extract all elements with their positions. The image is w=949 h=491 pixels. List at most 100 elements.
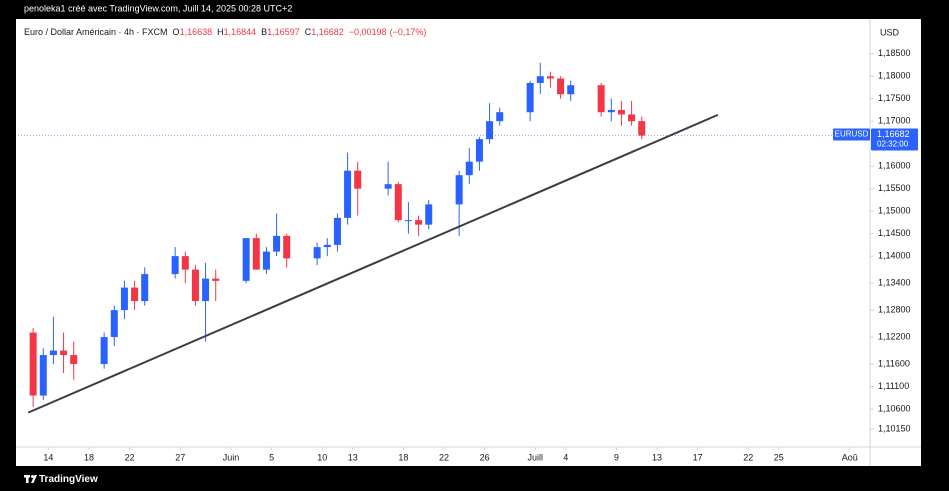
y-tick-label: 1,15500 <box>878 183 911 193</box>
candle-body <box>415 220 423 225</box>
candle-body <box>191 269 199 302</box>
candle-body <box>638 121 646 136</box>
x-tick-label: 9 <box>614 452 619 462</box>
candle-body <box>628 114 636 122</box>
candle-body <box>567 85 575 95</box>
y-tick-label: 1,14000 <box>878 250 911 260</box>
symbol-tag <box>833 128 870 141</box>
y-tick-label: 1,14500 <box>878 228 911 238</box>
x-tick-label: 13 <box>348 452 358 462</box>
y-tick-label: 1,15000 <box>878 206 911 216</box>
candle-body <box>141 274 149 302</box>
x-tick-label: Juin <box>223 452 240 462</box>
x-tick-label: 14 <box>43 452 53 462</box>
candle-body <box>465 161 473 176</box>
y-tick-label: 1,17500 <box>878 93 911 103</box>
change-percent: (−0,17%) <box>390 27 427 37</box>
candle-body <box>384 184 392 189</box>
ohlc-value: 1,16844 <box>224 27 257 37</box>
ohlc-value: 1,16638 <box>180 27 213 37</box>
x-tick-label: 18 <box>84 452 94 462</box>
price-tag <box>871 128 918 151</box>
y-tick-label: 1,10600 <box>878 403 911 413</box>
candle-body <box>120 287 128 311</box>
candle-body <box>181 256 189 270</box>
candle-body <box>262 251 270 270</box>
currency-label: USD <box>880 27 900 37</box>
trend-line <box>27 113 719 414</box>
change-value: −0,00198 <box>349 27 387 37</box>
candle-body <box>344 170 352 218</box>
x-tick-label: Juill <box>528 452 544 462</box>
candle-body <box>70 355 78 365</box>
ohlc-key: H <box>217 27 224 37</box>
candle-body <box>394 184 402 221</box>
x-tick-label: 17 <box>693 452 703 462</box>
candle-body <box>131 287 139 302</box>
x-tick-label: 25 <box>774 452 784 462</box>
candle-body <box>252 238 260 270</box>
x-tick-label: Aoû <box>842 452 858 462</box>
y-tick-label: 1,18000 <box>878 71 911 81</box>
candle-body <box>313 247 321 259</box>
x-tick-label: 4 <box>563 452 568 462</box>
y-tick-label: 1,10150 <box>878 424 911 434</box>
symbol-label: EURUSD <box>835 130 869 139</box>
x-tick-label: 13 <box>652 452 662 462</box>
y-tick-label: 1,11100 <box>878 381 909 391</box>
candle-body <box>60 350 68 356</box>
candle-body <box>39 355 47 396</box>
candle-body <box>425 204 433 225</box>
brand-logo <box>24 475 37 483</box>
candle-body <box>242 238 250 281</box>
candle-body <box>617 109 625 115</box>
candle-body <box>212 278 220 281</box>
candle-body <box>333 217 341 245</box>
candle-body <box>29 332 37 396</box>
candle-body <box>496 112 504 122</box>
x-tick-label: 10 <box>317 452 327 462</box>
y-tick-label: 1,13400 <box>878 277 911 287</box>
candle-body <box>171 256 179 275</box>
ohlc-legend: Euro / Dollar Américain · 4h · FXCM O1,16… <box>24 27 426 37</box>
chart-panel <box>16 19 921 466</box>
x-tick-label: 22 <box>743 452 753 462</box>
ohlc-key: O <box>173 27 180 37</box>
candle-body <box>557 78 565 95</box>
chart-title: Euro / Dollar Américain · 4h · FXCM <box>24 27 168 37</box>
candle-body <box>475 139 483 162</box>
candle-body <box>202 278 210 302</box>
y-tick-label: 1,16000 <box>878 161 911 171</box>
x-tick-label: 5 <box>269 452 274 462</box>
candle-body <box>404 220 412 222</box>
candle-body <box>354 170 362 189</box>
candle-body <box>526 82 534 113</box>
candle-body <box>607 109 615 113</box>
x-tick-label: 27 <box>175 452 185 462</box>
ohlc-value: 1,16597 <box>267 27 300 37</box>
candle-body <box>100 337 108 365</box>
ohlc-key: C <box>305 27 312 37</box>
x-tick-label: 22 <box>439 452 449 462</box>
snapshot-caption: penoleka1 créé avec TradingView.com, Jui… <box>24 3 292 13</box>
countdown-label: 02:32:00 <box>877 140 909 149</box>
ohlc-key: B <box>261 27 267 37</box>
candle-body <box>486 121 494 140</box>
ohlc-value: 1,16682 <box>311 27 344 37</box>
y-tick-label: 1,12200 <box>878 331 911 341</box>
candle-body <box>536 76 544 83</box>
candle-body <box>546 76 554 79</box>
candle-body <box>323 244 331 248</box>
candle-body <box>597 85 605 113</box>
candle-body <box>455 175 463 205</box>
y-tick-label: 1,12800 <box>878 304 911 314</box>
y-tick-label: 1,18500 <box>878 48 911 58</box>
y-tick-label: 1,11600 <box>878 358 910 368</box>
candle-body <box>273 235 281 252</box>
x-tick-label: 22 <box>125 452 135 462</box>
y-tick-label: 1,17000 <box>878 116 911 126</box>
x-tick-label: 26 <box>480 452 490 462</box>
last-price-label: 1,16682 <box>877 129 910 139</box>
candle-body <box>49 350 57 356</box>
